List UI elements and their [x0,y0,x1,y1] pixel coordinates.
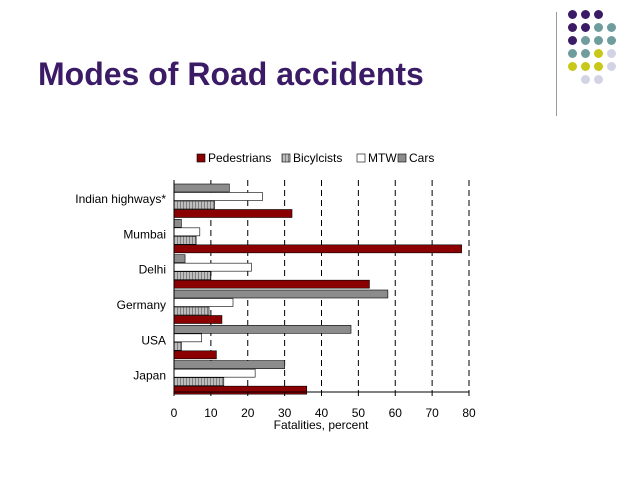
y-tick-label: Delhi [139,263,166,277]
bar-bicylcists [173,271,212,280]
bar-cars [173,360,285,369]
legend-swatch [356,153,366,163]
x-tick-label: 0 [171,406,178,420]
y-tick-label: USA [141,333,166,347]
legend-swatch [196,153,206,163]
decorative-dot [568,36,577,45]
y-tick-label: Mumbai [123,227,166,241]
decorative-dot [607,23,616,32]
bar-mtw [173,192,263,201]
bar-cars [173,325,352,334]
decorative-divider [556,12,557,116]
bar-mtw [173,298,234,307]
slide-title: Modes of Road accidents [38,56,424,92]
x-tick-label: 80 [462,406,476,420]
bar-mtw [173,262,252,272]
legend-label: MTW [368,151,397,165]
decorative-dot [581,75,590,84]
legend-label: Bicylcists [293,151,342,165]
bar-pedestrians [173,385,308,395]
decorative-dot [607,49,616,58]
decorative-dot [568,23,577,32]
decorative-dot [594,49,603,58]
x-tick-label: 10 [204,406,218,420]
y-tick-label: Japan [133,369,166,383]
bar-pedestrians [173,315,223,324]
decorative-dot [594,36,603,45]
decorative-dot [594,23,603,32]
decorative-dot-grid [568,10,632,106]
decorative-dot [607,62,616,71]
bar-bicylcists [173,236,197,245]
decorative-dot [581,62,590,71]
y-tick-label: Germany [117,298,166,312]
bar-pedestrians [173,350,217,360]
bar-pedestrians [173,244,462,254]
x-tick-label: 60 [389,406,403,420]
y-tick-label: Indian highways* [75,192,166,206]
bar-bicylcists [173,200,215,210]
chart-axes: 0 10 20 30 40 50 60 70 80 [171,180,476,420]
x-tick-label: 70 [425,406,439,420]
decorative-dot [568,49,577,58]
bar-pedestrians [173,209,293,218]
bar-cars [173,289,389,299]
decorative-dot [568,10,577,19]
bar-cars [173,219,182,228]
decorative-dot [581,36,590,45]
x-axis-label: Fatalities, percent [274,418,369,432]
bar-cars [173,183,230,193]
decorative-dot [594,75,603,84]
decorative-dot [594,62,603,71]
bar-cars [173,254,186,263]
bar-pedestrians [173,279,370,289]
chart-legend: Pedestrians Bicylcists MTW Cars [196,151,434,165]
decorative-dot [581,10,590,19]
bar-bicylcists [173,377,225,386]
bar-mtw [173,333,202,343]
bar-bicylcists [173,306,210,316]
decorative-dot [568,62,577,71]
chart-bars: Indian highways* Mumbai Delhi Germany USA Jap… [75,183,462,395]
decorative-dot [594,10,603,19]
bar-bicylcists [173,342,182,351]
decorative-dot [581,23,590,32]
decorative-dot [607,36,616,45]
x-tick-label: 40 [315,406,329,420]
legend-label: Cars [409,151,434,165]
x-tick-label: 50 [352,406,366,420]
bar-mtw [173,227,201,237]
x-tick-label: 20 [241,406,255,420]
bar-mtw [173,368,256,378]
x-tick-label: 30 [278,406,292,420]
legend-swatch [281,153,291,163]
legend-label: Pedestrians [208,151,271,165]
legend-swatch [397,153,407,163]
decorative-dot [581,49,590,58]
